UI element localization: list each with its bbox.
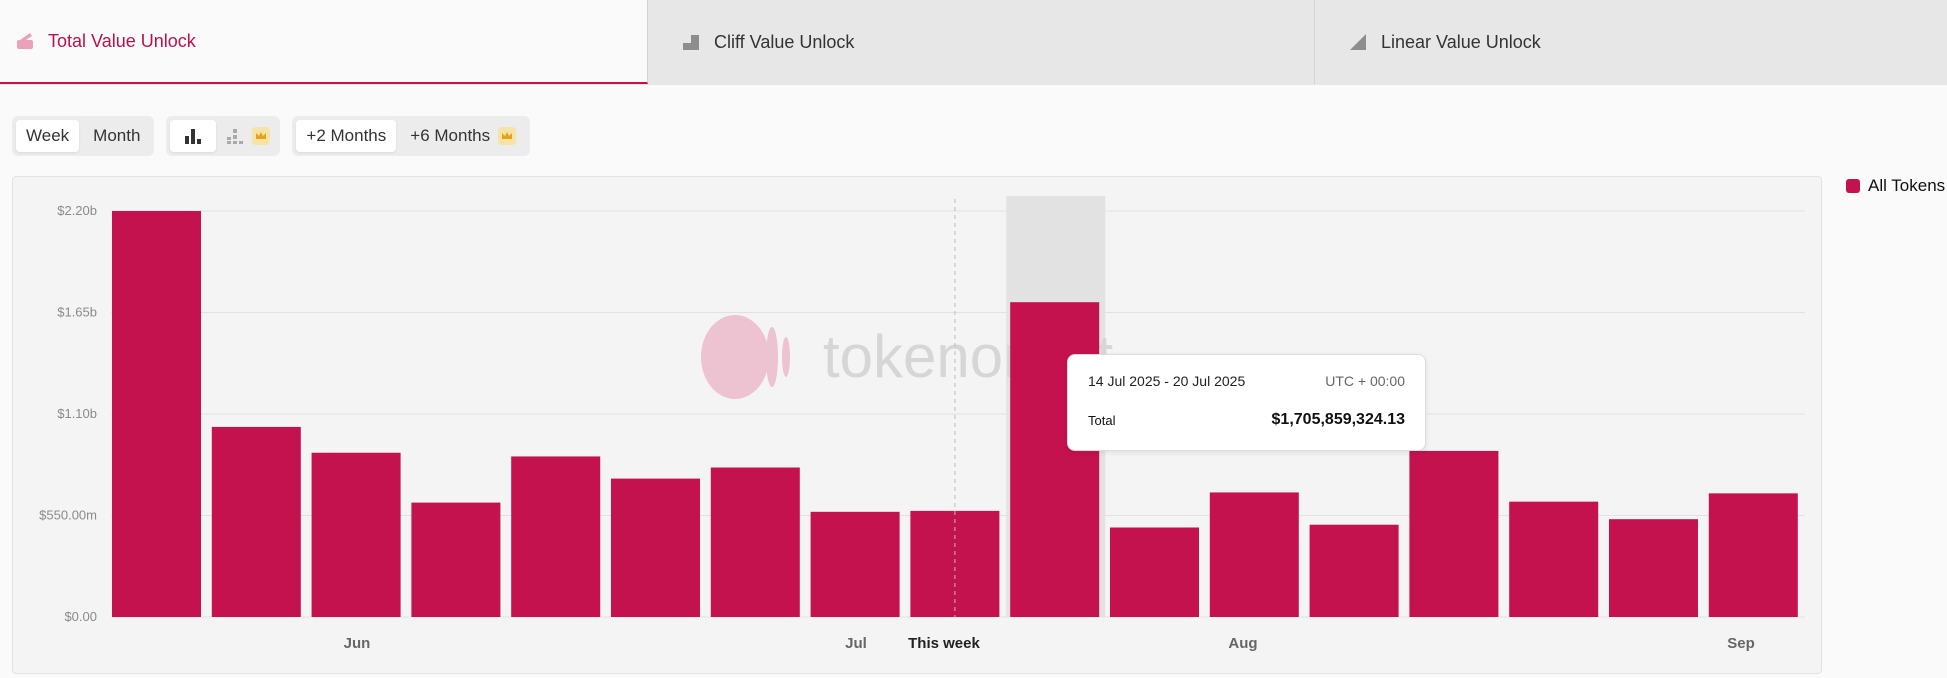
tab-bar: Total Value Unlock Cliff Value Unlock Li… — [0, 0, 1947, 85]
x-tick-label: Sep — [1727, 635, 1755, 652]
stacked-bar-chart-button[interactable] — [220, 120, 276, 152]
bar — [1010, 302, 1100, 617]
legend-label: All Tokens — [1868, 176, 1946, 195]
legend[interactable]: All Tokens — [1846, 176, 1945, 196]
y-tick-label: $0.00 — [64, 609, 97, 624]
six-months-label: +6 Months — [410, 126, 491, 145]
range-toggle: +2 Months +6 Months — [292, 116, 531, 156]
watermark-logo — [701, 315, 769, 399]
tooltip-value: $1,705,859,324.13 — [1271, 411, 1405, 428]
x-tick-label: Aug — [1228, 635, 1257, 652]
bar — [1209, 492, 1299, 617]
x-tick-label: Jun — [344, 635, 371, 652]
tab-label: Cliff Value Unlock — [714, 31, 855, 52]
bar — [511, 456, 601, 617]
tab-label: Total Value Unlock — [48, 30, 196, 51]
total-unlock-icon — [17, 33, 33, 49]
bar — [1110, 527, 1199, 617]
bar — [810, 511, 900, 617]
tab-cliff-value-unlock[interactable]: Cliff Value Unlock — [648, 0, 1315, 84]
y-tick-label: $1.10b — [57, 406, 97, 421]
bar — [1409, 450, 1499, 617]
x-tick-label: Jul — [845, 635, 867, 652]
week-button[interactable]: Week — [16, 120, 80, 152]
bar — [112, 211, 201, 617]
chart-panel: $0.00 $550.00m $1.10b $1.65b $2.20b tokenomis… — [12, 176, 1822, 674]
legend-swatch — [1846, 179, 1860, 193]
x-tick-label: This week — [908, 635, 980, 652]
six-months-button[interactable]: +6 Months — [400, 120, 526, 152]
bar-chart-button[interactable] — [170, 120, 217, 152]
bar — [211, 426, 301, 617]
bar-chart: $0.00$550.00m$1.10b$1.65b$2.20btokenomis… — [39, 196, 1805, 652]
y-tick-label: $550.00m — [39, 508, 97, 523]
watermark-logo — [782, 337, 790, 377]
watermark-logo — [766, 327, 778, 387]
two-months-button[interactable]: +2 Months — [296, 120, 397, 152]
tab-label: Linear Value Unlock — [1381, 31, 1541, 52]
chart-toolbar: Week Month +2 Months +6 Months — [12, 116, 531, 156]
tab-linear-value-unlock[interactable]: Linear Value Unlock — [1315, 0, 1947, 84]
bar — [1509, 501, 1599, 617]
cliff-unlock-icon — [683, 35, 699, 50]
stacked-bar-chart-icon — [227, 129, 244, 144]
y-tick-label: $2.20b — [57, 203, 97, 218]
tooltip-timezone: UTC + 00:00 — [1325, 373, 1405, 389]
bar — [611, 478, 700, 617]
month-button[interactable]: Month — [93, 126, 141, 145]
chart-tooltip: 14 Jul 2025 - 20 Jul 2025 UTC + 00:00 To… — [1067, 354, 1426, 451]
crown-icon — [252, 127, 271, 145]
tooltip-label: Total — [1088, 412, 1116, 428]
y-tick-label: $1.65b — [57, 305, 97, 320]
bar-chart-icon — [185, 129, 202, 144]
linear-unlock-icon — [1350, 34, 1366, 50]
tooltip-date-range: 14 Jul 2025 - 20 Jul 2025 — [1088, 373, 1246, 389]
bar — [1708, 493, 1798, 617]
bar — [411, 502, 501, 617]
bar — [1609, 519, 1698, 617]
period-toggle: Week Month — [12, 116, 155, 156]
tab-total-value-unlock[interactable]: Total Value Unlock — [0, 0, 648, 84]
chart-type-toggle — [166, 116, 281, 156]
crown-icon — [498, 127, 517, 145]
bar — [1309, 524, 1399, 617]
bar — [311, 452, 401, 617]
bar — [710, 467, 800, 617]
